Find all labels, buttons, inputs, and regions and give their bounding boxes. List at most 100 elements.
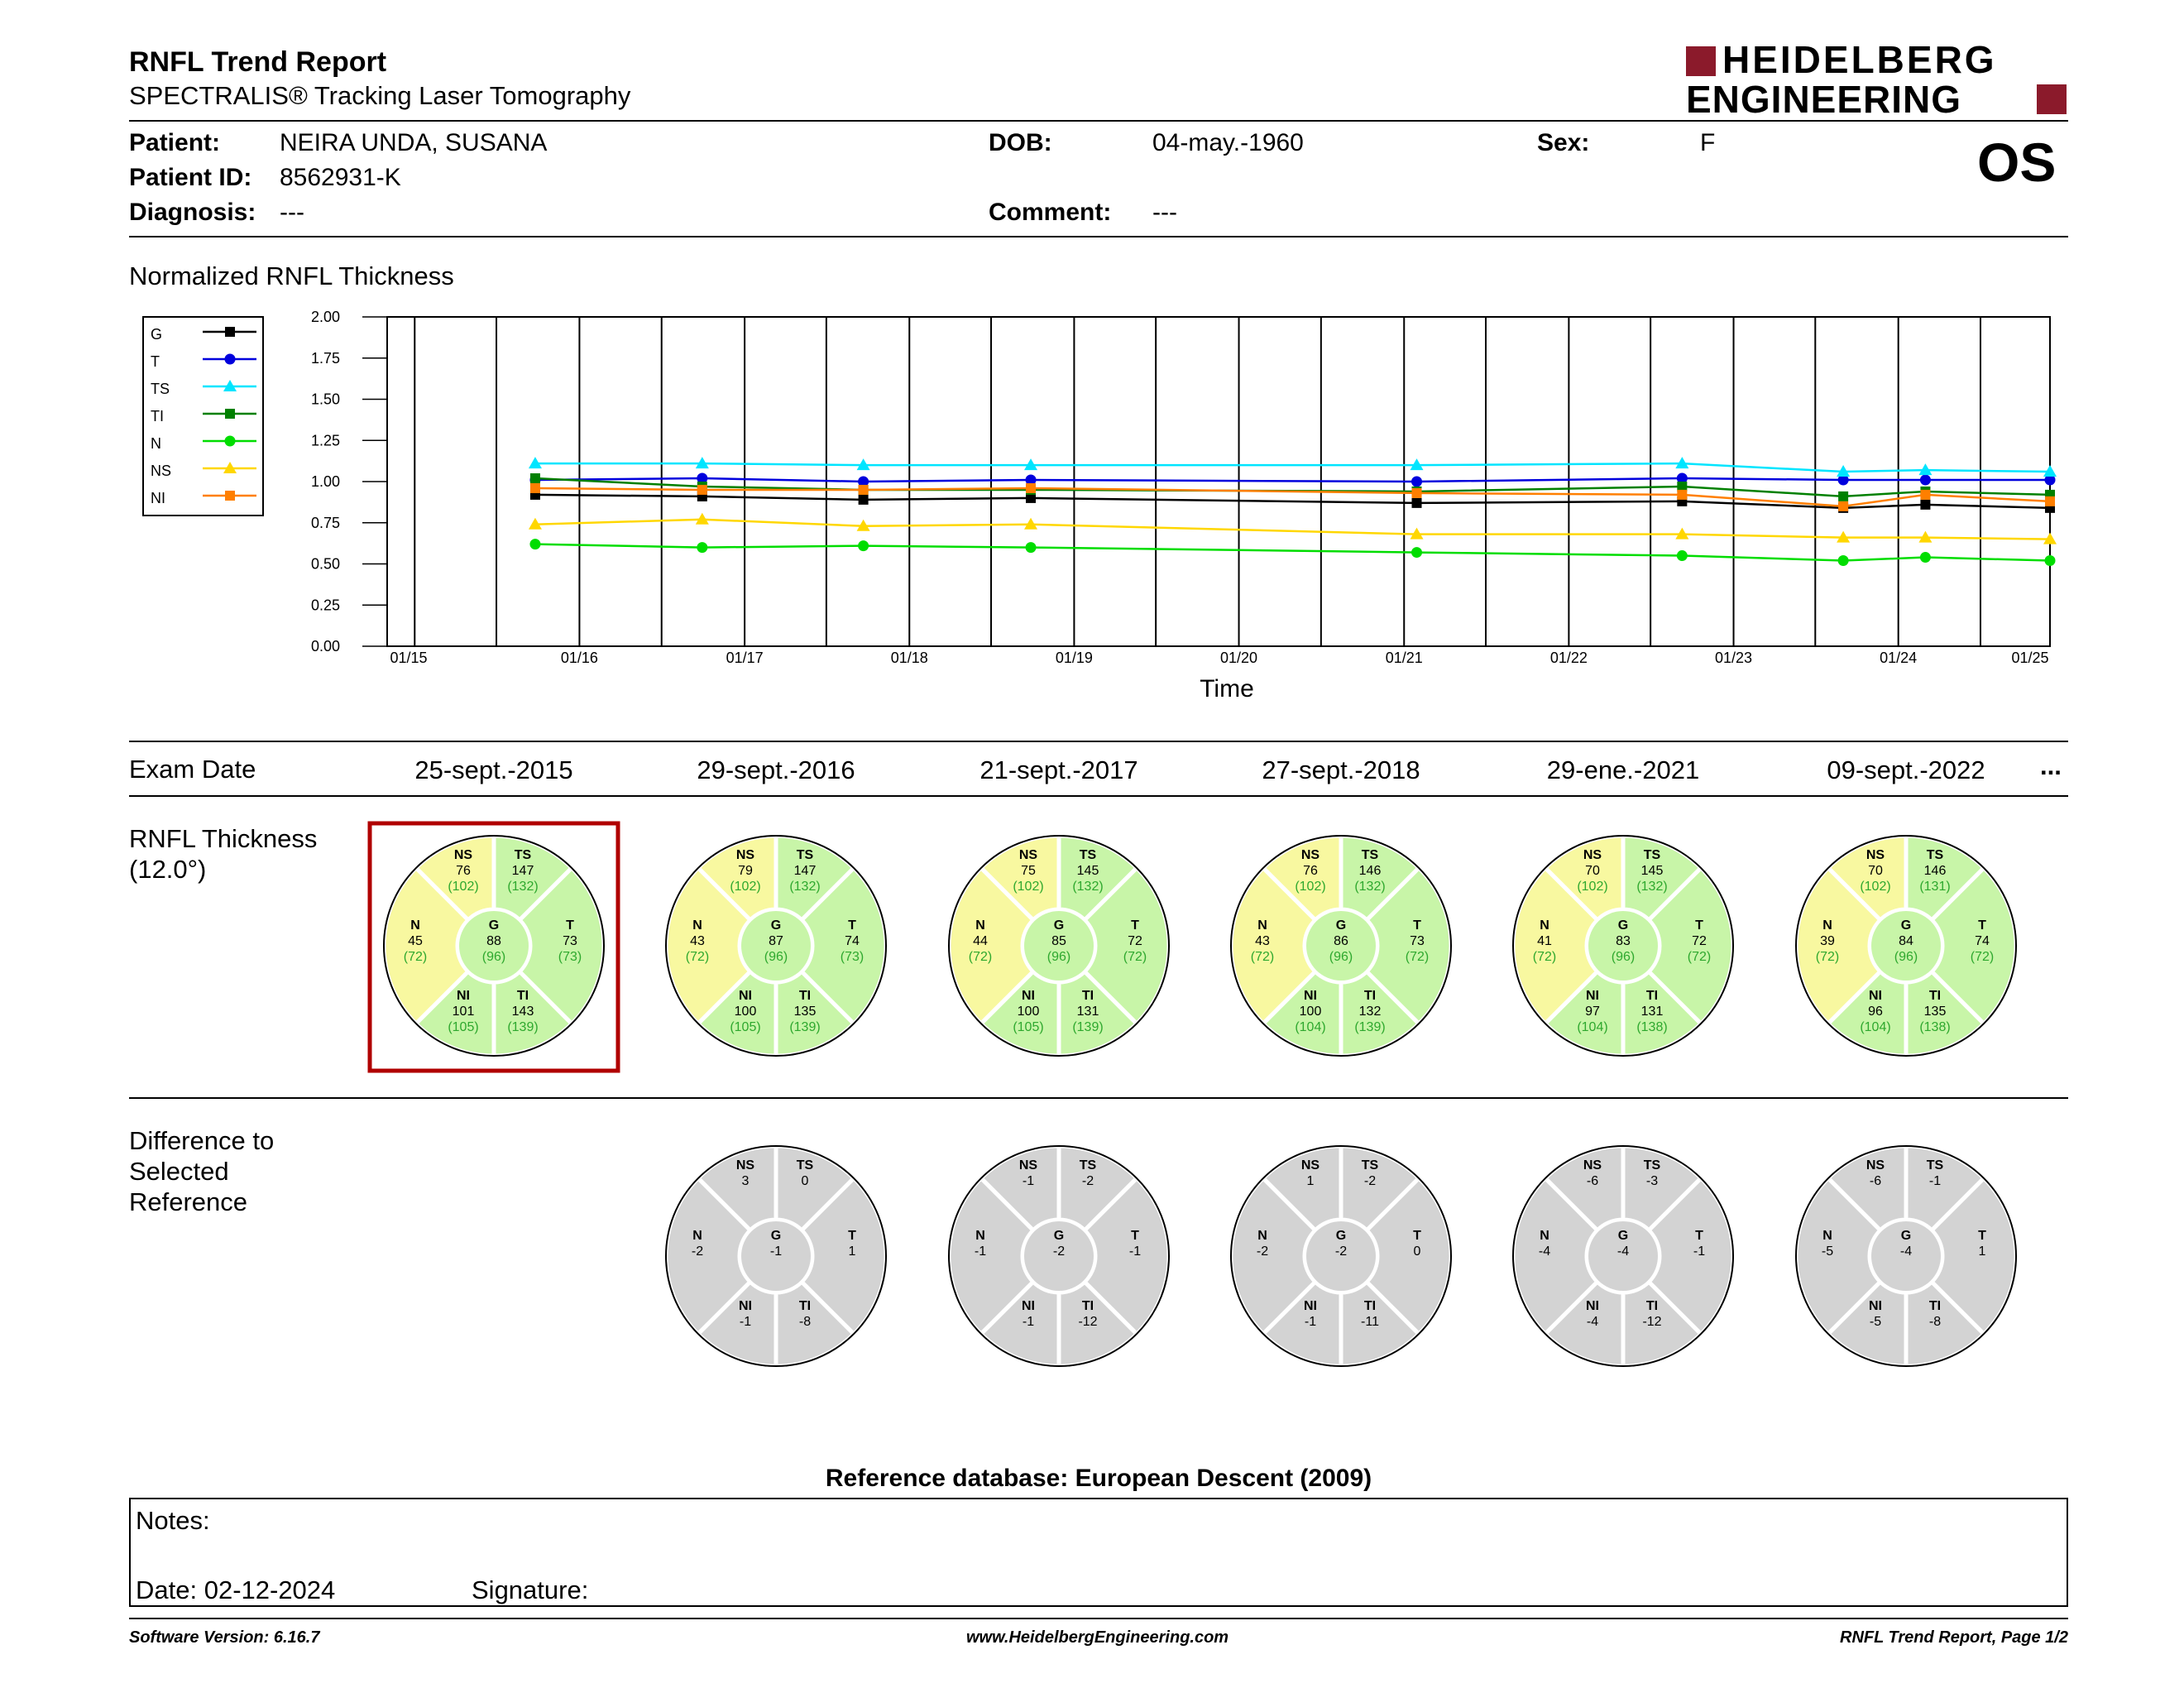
sector-label-g: G (771, 918, 781, 933)
circle-outline (1512, 835, 1734, 1057)
legend-marker-ns (223, 462, 237, 473)
sector-diff-ni: -1 (740, 1315, 751, 1329)
sector-diff-ni: -1 (1023, 1315, 1034, 1329)
thickness-label-line2: (12.0°) (129, 855, 207, 884)
sector-label-ts: TS (1644, 848, 1661, 862)
sector-label-g: G (1054, 918, 1064, 933)
data-point-ns (1410, 527, 1424, 539)
sector-diff-ni: -4 (1587, 1315, 1598, 1329)
sector-reference-g: (96) (1612, 950, 1635, 964)
sector-diff-n: -2 (692, 1244, 703, 1259)
patient-id-label: Patient ID: (129, 164, 252, 191)
sector-label-ni: NI (1586, 989, 1599, 1003)
y-tick-label: 0.75 (311, 515, 340, 531)
data-point-ts (695, 457, 709, 469)
sector-label-ti: TI (1082, 989, 1094, 1003)
sector-label-ns: NS (736, 1158, 755, 1172)
sector-label-ti: TI (1082, 1299, 1094, 1313)
sector-label-n: N (975, 918, 985, 933)
sector-reference-ts: (132) (1072, 880, 1103, 894)
circle-outline (1795, 1145, 2017, 1367)
sector-reference-n: (72) (1533, 950, 1556, 964)
sector-value-n: 44 (973, 934, 988, 948)
legend-marker-t (224, 353, 236, 365)
sector-reference-n: (72) (404, 950, 427, 964)
sector-label-ts: TS (1927, 848, 1944, 862)
sector-g (1588, 1221, 1658, 1291)
sector-diff-ni: -5 (1870, 1315, 1881, 1329)
sector-diff-ts: -2 (1082, 1174, 1094, 1188)
sector-reference-ti: (138) (1919, 1020, 1950, 1034)
sector-reference-t: (72) (1406, 950, 1429, 964)
sector-label-ns: NS (1301, 1158, 1320, 1172)
sector-label-ts: TS (1644, 1158, 1661, 1172)
x-tick-label: 01/21 (1386, 650, 1423, 666)
y-tick-label: 1.50 (311, 391, 340, 408)
exam-date-5: 29-ene.-2021 (1547, 755, 1699, 784)
sector-label-ni: NI (1586, 1299, 1599, 1313)
data-point-ns (695, 512, 709, 525)
sector-label-g: G (1618, 1229, 1628, 1243)
sector-value-n: 43 (1255, 934, 1270, 948)
sector-label-ns: NS (1866, 1158, 1885, 1172)
data-point-n (697, 542, 708, 554)
data-point-ns (1918, 530, 1933, 543)
legend-label-g: G (151, 326, 162, 343)
sector-diff-ns: 3 (742, 1174, 750, 1188)
sector-label-ni: NI (1022, 989, 1035, 1003)
data-point-n (1919, 552, 1931, 563)
difference-circle-2: NS-1TS-2N-1G-2T-1NI-1TI-12 (946, 1144, 1171, 1369)
sector-reference-ns: (102) (730, 880, 760, 894)
data-point-ns (1024, 517, 1038, 530)
sector-diff-g: -4 (1617, 1244, 1629, 1259)
sector-reference-ni: (105) (730, 1020, 760, 1034)
sector-value-ni: 100 (1018, 1005, 1040, 1019)
sector-reference-ti: (139) (1072, 1020, 1103, 1034)
sector-diff-ns: 1 (1307, 1174, 1315, 1188)
data-point-ni (697, 484, 707, 495)
sector-reference-ts: (132) (507, 880, 538, 894)
sector-value-t: 74 (1975, 934, 1990, 948)
difference-label-line3: Reference (129, 1187, 248, 1216)
sector-label-ts: TS (515, 848, 532, 862)
thickness-circle-5: NS 70 (102) TS 145 (132) N41 (72) G83 (96) T72 (72)… (1511, 833, 1736, 1058)
sector-diff-n: -1 (975, 1244, 986, 1259)
sector-label-ti: TI (1646, 989, 1658, 1003)
sector-label-ti: TI (799, 989, 811, 1003)
exam-date-6: 09-sept.-2022 (1827, 755, 1985, 784)
data-point-ni (858, 484, 869, 495)
sector-value-n: 39 (1820, 934, 1835, 948)
x-tick-label: 01/20 (1220, 650, 1257, 666)
data-point-t (1025, 474, 1037, 486)
sector-value-ts: 146 (1359, 864, 1382, 878)
notes-date: Date: 02-12-2024 (136, 1575, 336, 1604)
sector-reference-n: (72) (686, 950, 709, 964)
sector-label-ni: NI (1022, 1299, 1035, 1313)
sector-value-ni: 100 (735, 1005, 757, 1019)
sector-value-ti: 132 (1359, 1005, 1382, 1019)
y-tick-label: 1.00 (311, 473, 340, 490)
sector-diff-n: -5 (1822, 1244, 1833, 1259)
dob-label: DOB: (989, 129, 1052, 156)
sector-label-n: N (1257, 918, 1267, 933)
sector-value-t: 72 (1692, 934, 1707, 948)
data-point-t (2044, 474, 2056, 486)
sector-label-t: T (1695, 918, 1703, 933)
data-point-ts (1837, 465, 1851, 477)
sector-value-ns: 79 (738, 864, 753, 878)
header-rule (129, 120, 2068, 122)
sector-label-ti: TI (517, 989, 529, 1003)
data-point-ns (528, 517, 542, 530)
data-point-ni (1411, 487, 1422, 498)
sector-value-ns: 70 (1868, 864, 1883, 878)
data-point-t (1676, 472, 1688, 484)
sector-label-g: G (771, 1229, 781, 1243)
sector-label-ts: TS (1362, 848, 1379, 862)
sector-label-t: T (1131, 918, 1139, 933)
sector-value-ni: 96 (1868, 1005, 1883, 1019)
exam-more: ... (2040, 751, 2062, 780)
x-tick-label: 01/25 (2011, 650, 2048, 666)
sector-label-ts: TS (797, 848, 814, 862)
sector-value-t: 74 (845, 934, 860, 948)
